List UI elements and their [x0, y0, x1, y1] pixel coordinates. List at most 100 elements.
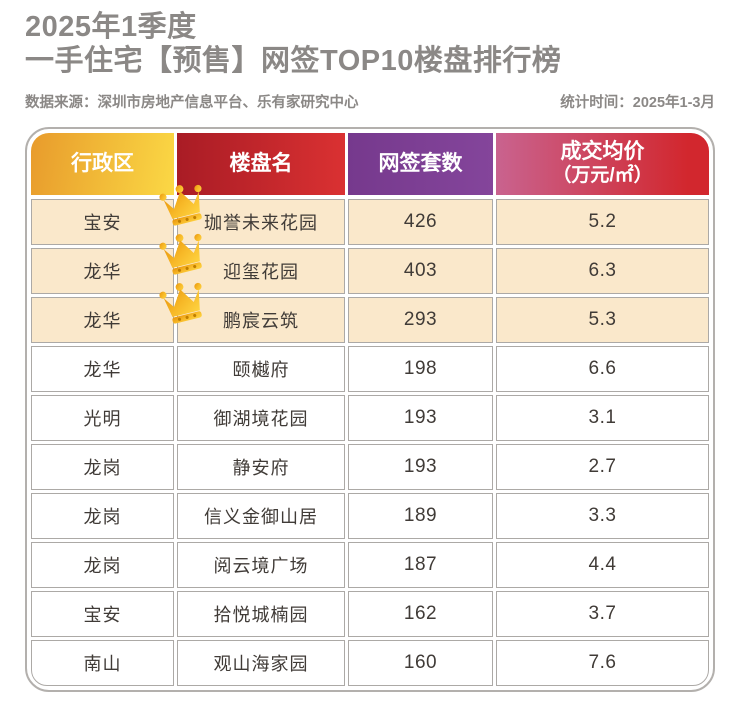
deals-value: 162: [403, 603, 438, 624]
price-value: 6.3: [588, 260, 617, 281]
deals-value: 189: [403, 505, 438, 526]
price-value: 3.3: [588, 505, 617, 526]
price-value: 5.3: [588, 309, 617, 330]
price-value: 3.1: [588, 407, 617, 428]
col-header-deals-label: 网签套数: [378, 151, 463, 175]
col-header-district-label: 行政区: [71, 151, 134, 175]
col-header-project-label: 楼盘名: [229, 151, 293, 175]
price-value: 3.7: [588, 603, 617, 624]
district-label: 南山: [83, 654, 122, 674]
cell-project: 颐樾府: [177, 346, 345, 392]
cell-project: 鹏宸云筑: [159, 282, 345, 343]
project-name-label: 阅云境广场: [213, 556, 309, 576]
price-value: 6.6: [588, 358, 617, 379]
cell-deals: 187: [348, 542, 493, 588]
cell-price: 7.6: [496, 640, 709, 686]
table-body: 宝安 珈誉未来花园 426 5.2: [31, 184, 709, 686]
cell-project: 珈誉未来花园: [159, 184, 345, 245]
district-label: 光明: [83, 409, 122, 429]
cell-deals: 193: [348, 444, 493, 490]
cell-deals: 189: [348, 493, 493, 539]
cell-district: 光明: [31, 395, 174, 441]
col-header-price-label: 成交均价: [560, 140, 645, 164]
cell-deals: 198: [348, 346, 493, 392]
project-name-label: 静安府: [232, 458, 290, 478]
cell-district: 龙华: [31, 248, 174, 294]
cell-price: 3.7: [496, 591, 709, 637]
cell-district: 龙岗: [31, 493, 174, 539]
district-label: 龙岗: [83, 458, 122, 478]
cell-deals: 426: [348, 199, 493, 245]
table-row: 龙华 迎玺花园 403 6.3: [31, 233, 709, 294]
cell-deals: 293: [348, 297, 493, 343]
meta-row: 数据来源：深圳市房地产信息平台、乐有家研究中心 统计时间：2025年1-3月: [25, 91, 715, 112]
cell-district: 宝安: [31, 199, 174, 245]
deals-value: 187: [403, 554, 438, 575]
page-title-line2: 一手住宅【预售】网签TOP10楼盘排行榜: [25, 45, 562, 77]
project-name-label: 观山海家园: [213, 654, 309, 674]
price-value: 2.7: [588, 456, 617, 477]
col-header-price-unit: （万元/㎡）: [552, 165, 653, 187]
project-name-label: 颐樾府: [232, 360, 290, 380]
deals-value: 193: [403, 456, 438, 477]
cell-project: 御湖境花园: [177, 395, 345, 441]
cell-project: 迎玺花园: [159, 233, 345, 294]
cell-district: 南山: [31, 640, 174, 686]
deals-value: 426: [403, 211, 438, 232]
cell-project: 拾悦城楠园: [177, 591, 345, 637]
cell-district: 龙华: [31, 346, 174, 392]
price-value: 5.2: [588, 211, 617, 232]
cell-district: 龙岗: [31, 542, 174, 588]
table-row: 龙岗 信义金御山居 189 3.3: [31, 493, 709, 539]
stat-period-label: 统计时间：2025年1-3月: [560, 95, 715, 111]
district-label: 宝安: [83, 605, 122, 625]
deals-value: 160: [403, 652, 438, 673]
project-name-label: 珈誉未来花园: [204, 213, 318, 233]
cell-project: 阅云境广场: [177, 542, 345, 588]
cell-price: 4.4: [496, 542, 709, 588]
cell-price: 6.3: [496, 248, 709, 294]
cell-deals: 162: [348, 591, 493, 637]
ranking-table: 行政区 楼盘名 网签套数 成交均价 （万元/㎡） 宝安: [25, 127, 715, 692]
col-header-district: 行政区: [31, 133, 174, 195]
district-label: 宝安: [83, 213, 122, 233]
cell-deals: 160: [348, 640, 493, 686]
cell-deals: 403: [348, 248, 493, 294]
district-label: 龙岗: [83, 507, 122, 527]
district-label: 龙华: [83, 311, 122, 331]
page-title: 2025年1季度 一手住宅【预售】网签TOP10楼盘排行榜: [25, 10, 740, 78]
col-header-deals: 网签套数: [348, 133, 493, 195]
table-row: 龙岗 阅云境广场 187 4.4: [31, 542, 709, 588]
cell-district: 龙岗: [31, 444, 174, 490]
project-name-label: 御湖境花园: [213, 409, 309, 429]
cell-project: 观山海家园: [177, 640, 345, 686]
page-title-line1: 2025年1季度: [25, 11, 197, 43]
district-label: 龙华: [83, 360, 122, 380]
price-value: 7.6: [588, 652, 617, 673]
cell-deals: 193: [348, 395, 493, 441]
cell-price: 6.6: [496, 346, 709, 392]
project-name-label: 信义金御山居: [204, 507, 318, 527]
table-header-row: 行政区 楼盘名 网签套数 成交均价 （万元/㎡）: [31, 133, 709, 195]
cell-district: 宝安: [31, 591, 174, 637]
cell-price: 5.2: [496, 199, 709, 245]
cell-project: 信义金御山居: [177, 493, 345, 539]
table-row: 光明 御湖境花园 193 3.1: [31, 395, 709, 441]
cell-price: 3.3: [496, 493, 709, 539]
table-row: 宝安 珈誉未来花园 426 5.2: [31, 184, 709, 245]
table-row: 南山 观山海家园 160 7.6: [31, 640, 709, 686]
cell-price: 2.7: [496, 444, 709, 490]
table-row: 龙华 鹏宸云筑 293 5.3: [31, 282, 709, 343]
deals-value: 403: [403, 260, 438, 281]
cell-district: 龙华: [31, 297, 174, 343]
table-row: 龙岗 静安府 193 2.7: [31, 444, 709, 490]
deals-value: 198: [403, 358, 438, 379]
project-name-label: 拾悦城楠园: [213, 605, 309, 625]
infographic-page: 2025年1季度 一手住宅【预售】网签TOP10楼盘排行榜 数据来源：深圳市房地…: [25, 10, 740, 692]
project-name-label: 迎玺花园: [223, 262, 299, 282]
cell-price: 3.1: [496, 395, 709, 441]
price-value: 4.4: [588, 554, 617, 575]
deals-value: 293: [403, 309, 438, 330]
cell-price: 5.3: [496, 297, 709, 343]
cell-project: 静安府: [177, 444, 345, 490]
